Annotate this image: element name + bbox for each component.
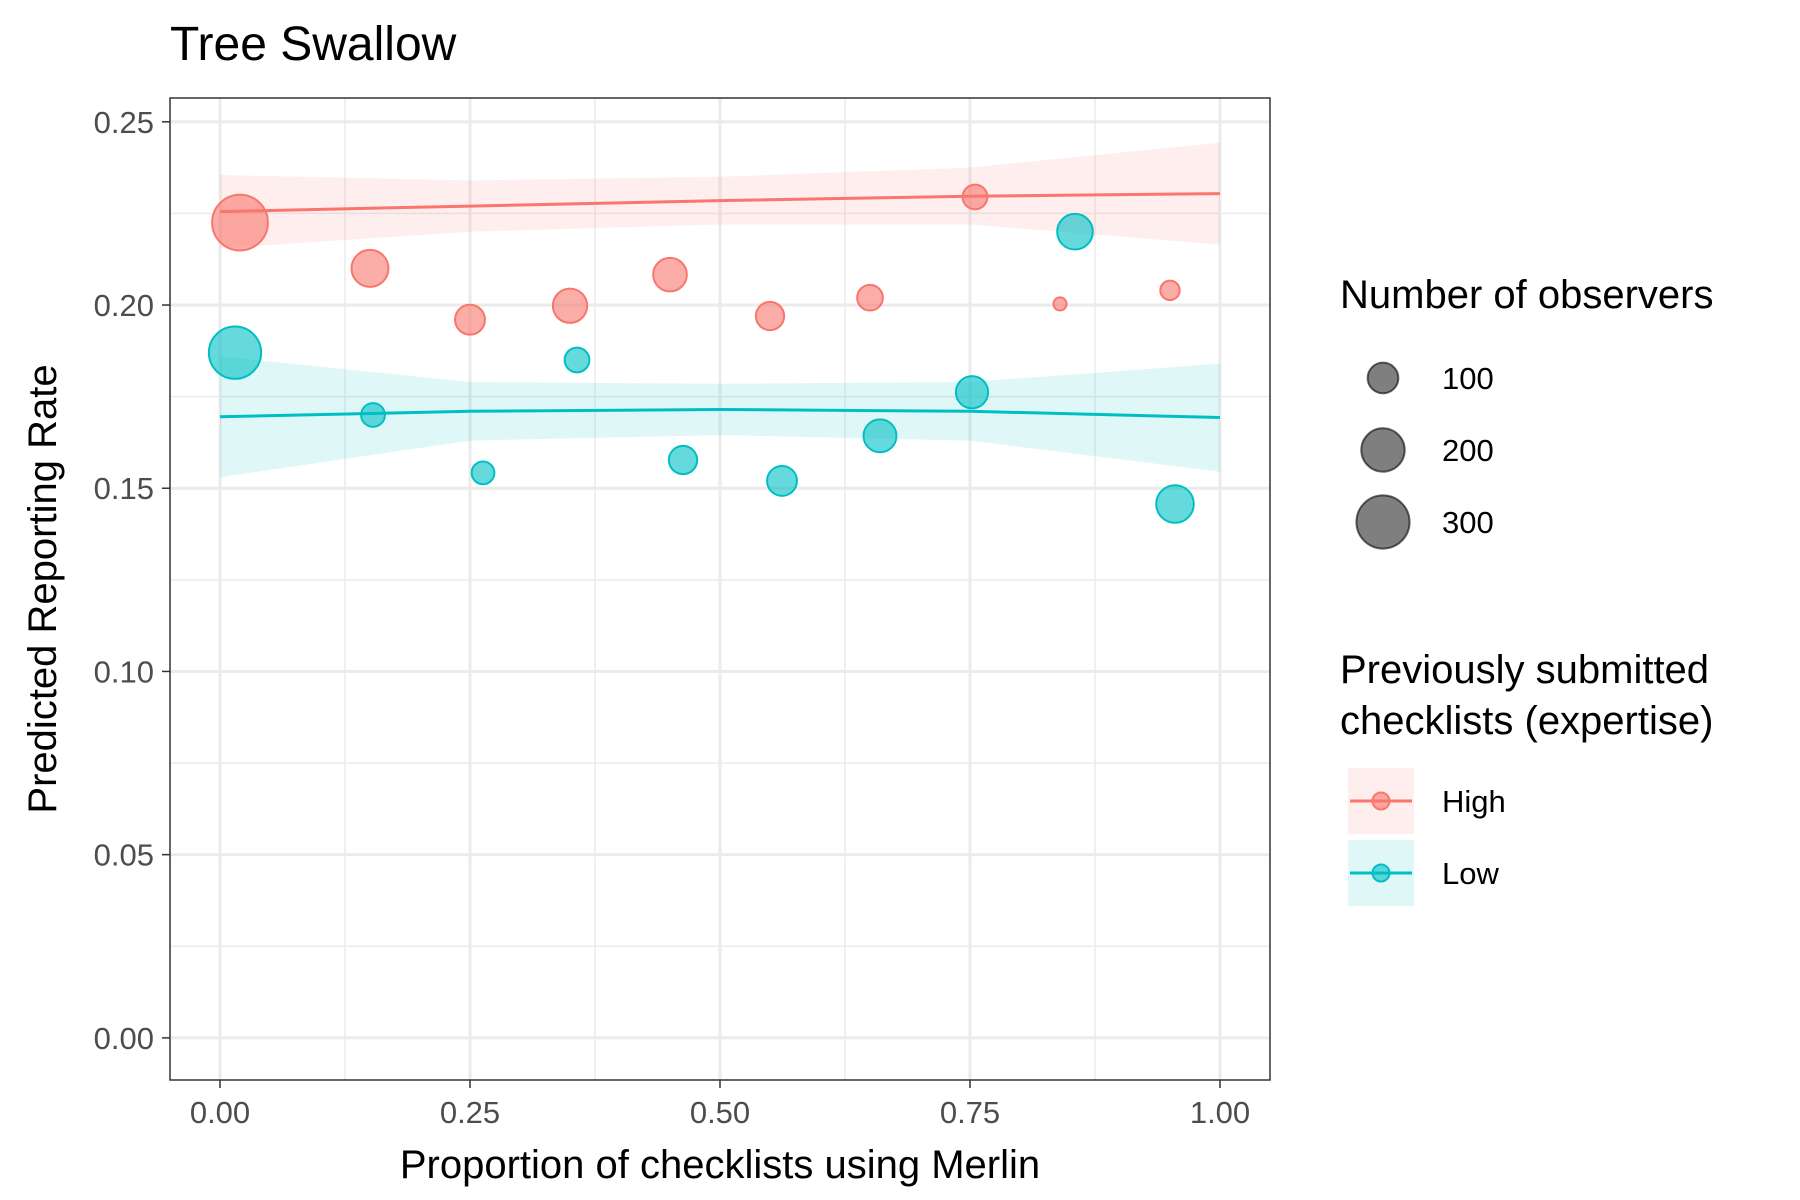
data-point-high (551, 287, 589, 324)
size-legend-label: 100 (1442, 361, 1494, 396)
color-legend-label: Low (1442, 856, 1499, 891)
data-point-low (470, 460, 496, 486)
data-point-high (652, 256, 688, 293)
data-point-low (1155, 484, 1195, 524)
y-tick-label: 0.05 (94, 838, 154, 873)
size-legend-label: 200 (1442, 433, 1494, 468)
color-legend: Previously submitted checklists (experti… (1340, 648, 1713, 906)
data-point-low (667, 444, 699, 476)
fit-line-low (219, 407, 1221, 420)
fit-lines (219, 192, 1221, 420)
x-axis-title: Proportion of checklists using Merlin (400, 1143, 1040, 1187)
x-tick-label: 0.25 (440, 1095, 500, 1130)
x-tick-label: 1.00 (1190, 1095, 1250, 1130)
data-point-high (961, 183, 989, 211)
data-point-high (1052, 296, 1068, 312)
data-point-high (1159, 279, 1181, 302)
y-tick-label: 0.20 (94, 288, 154, 323)
y-tick-label: 0.25 (94, 105, 154, 140)
color-legend-key-point (1371, 863, 1391, 883)
color-legend-key-point (1371, 791, 1391, 811)
data-point-high (754, 300, 786, 332)
grid (170, 98, 1270, 1080)
data-point-low (563, 346, 591, 374)
size-legend-label: 300 (1442, 505, 1494, 540)
data-point-high (350, 248, 390, 288)
x-tick-label: 0.00 (190, 1095, 250, 1130)
data-point-high (856, 283, 884, 312)
color-legend-label: High (1442, 784, 1506, 819)
data-point-low (1056, 212, 1094, 251)
x-tick-label: 0.75 (940, 1095, 1000, 1130)
data-point-low (207, 325, 263, 380)
x-tick-label: 0.50 (690, 1095, 750, 1130)
data-point-low (766, 464, 798, 497)
y-tick-label: 0.10 (94, 654, 154, 689)
size-legend: Number of observers 100 200 300 (1340, 273, 1713, 550)
y-axis-title: Predicted Reporting Rate (21, 364, 65, 813)
y-tick-label: 0.15 (94, 471, 154, 506)
y-tick-label: 0.00 (94, 1021, 154, 1056)
fit-line-high (219, 192, 1221, 214)
color-legend-title-line-1: Previously submitted (1340, 648, 1709, 692)
y-axis: 0.00 0.05 0.10 0.15 0.20 0.25 (94, 105, 170, 1056)
data-point-low (360, 402, 386, 428)
size-legend-title: Number of observers (1340, 273, 1713, 317)
data-points (207, 183, 1195, 524)
data-point-high (454, 303, 486, 336)
size-legend-key (1366, 361, 1400, 395)
x-axis: 0.00 0.25 0.50 0.75 1.00 (190, 1080, 1250, 1130)
size-legend-key (1355, 494, 1411, 550)
data-point-low (954, 375, 990, 410)
chart-title: Tree Swallow (170, 18, 457, 71)
data-point-high (211, 193, 269, 252)
size-legend-key (1360, 427, 1406, 473)
confidence-band-high (220, 142, 1220, 249)
data-point-low (862, 418, 898, 454)
color-legend-title-line-2: checklists (expertise) (1340, 699, 1713, 743)
